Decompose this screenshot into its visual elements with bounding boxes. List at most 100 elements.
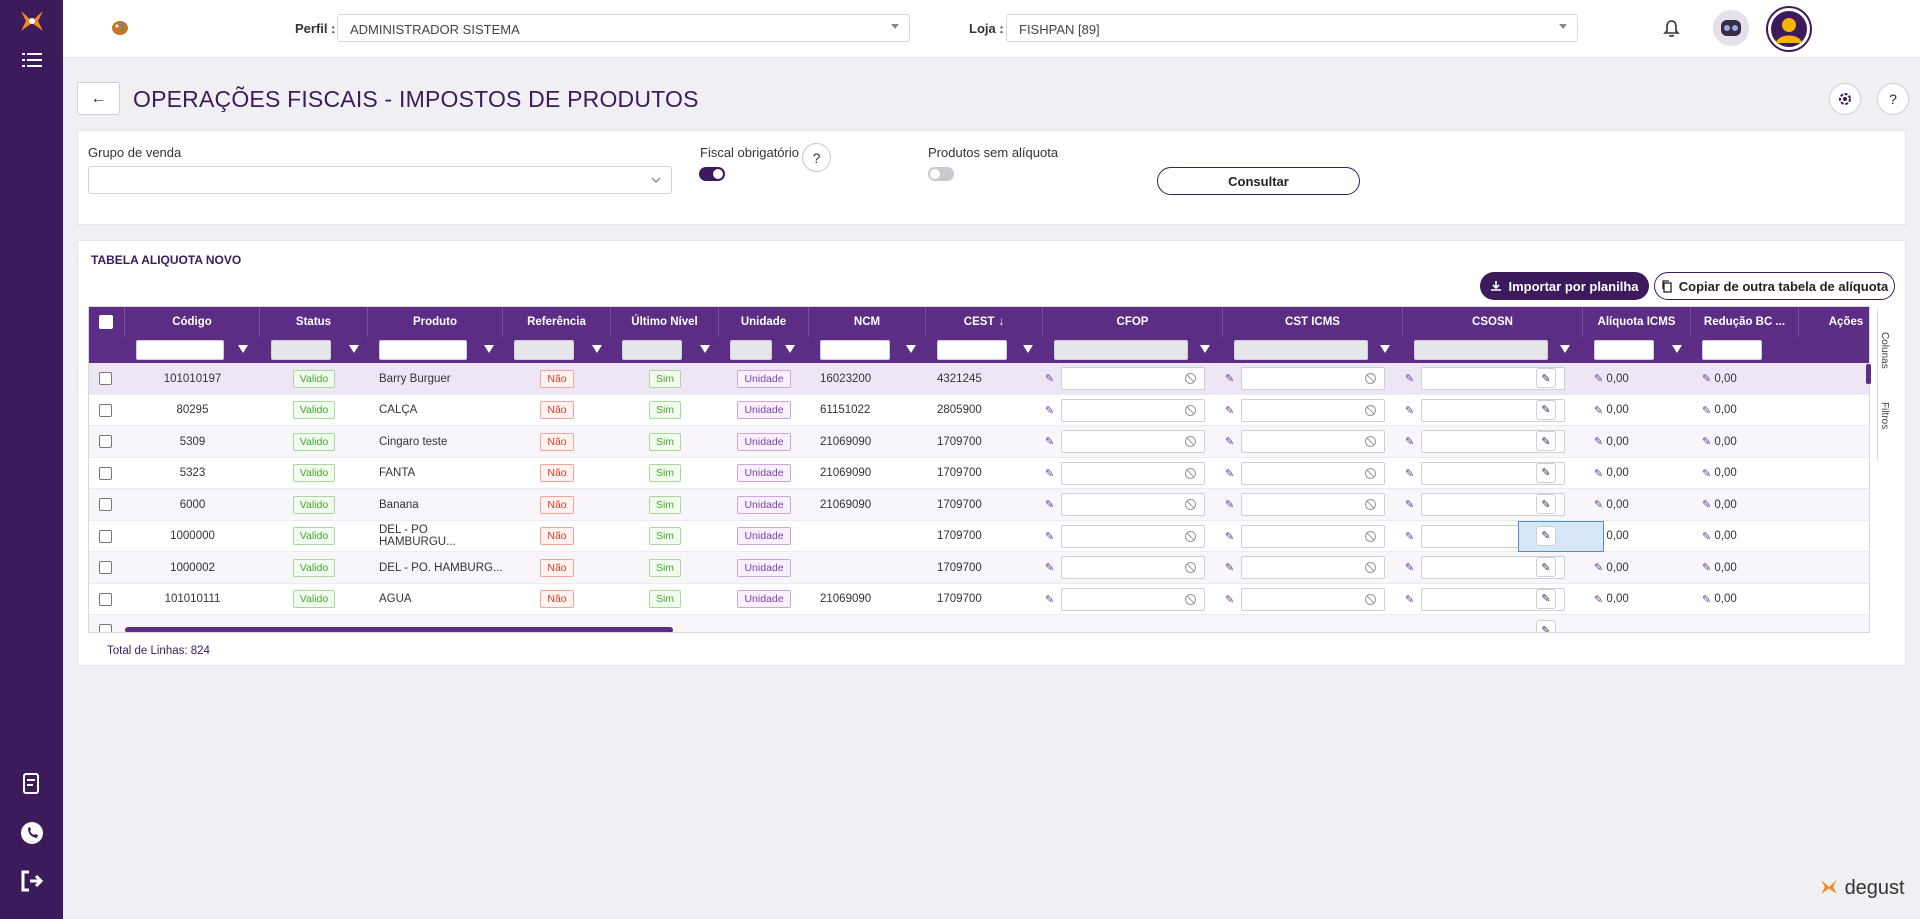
cfop-select[interactable] xyxy=(1061,367,1205,390)
row-checkbox[interactable] xyxy=(99,498,112,511)
filter-unidade-input[interactable] xyxy=(730,340,772,360)
col-ultimo-nivel[interactable]: Último Nível xyxy=(611,307,719,337)
edit-csosn-icon[interactable]: ✎ xyxy=(1405,467,1415,480)
clear-icon[interactable] xyxy=(1185,562,1196,573)
settings-button[interactable] xyxy=(1829,83,1861,115)
cst-icms-select[interactable] xyxy=(1241,367,1385,390)
cst-icms-select[interactable] xyxy=(1241,524,1385,548)
user-avatar[interactable] xyxy=(1768,8,1810,50)
back-button[interactable]: ← xyxy=(77,82,120,115)
col-cest[interactable]: CEST ↓ xyxy=(926,307,1043,337)
col-reducao-bc[interactable]: Redução BC ... xyxy=(1691,307,1799,337)
row-edit-button[interactable]: ✎ xyxy=(1536,494,1556,514)
columns-tab[interactable]: Colunas xyxy=(1879,332,1890,369)
cfop-select[interactable] xyxy=(1061,461,1205,485)
table-row[interactable]: 1000002 Valido DEL - PO. HAMBURG... Não Sim U… xyxy=(89,552,1869,584)
filter-csosn-input[interactable] xyxy=(1414,340,1548,360)
filter-funnel-icon[interactable] xyxy=(1672,345,1682,353)
edit-cst-icms-icon[interactable]: ✎ xyxy=(1225,499,1235,511)
copy-table-button[interactable]: Copiar de outra tabela de alíquota xyxy=(1654,272,1895,300)
col-referencia[interactable]: Referência xyxy=(503,307,611,337)
edit-cst-icms-icon[interactable]: ✎ xyxy=(1225,530,1235,543)
row-checkbox[interactable] xyxy=(99,592,112,606)
col-aliquota-icms[interactable]: Alíquota ICMS xyxy=(1583,307,1691,337)
robot-avatar[interactable] xyxy=(1713,10,1749,46)
edit-cst-icms-icon[interactable]: ✎ xyxy=(1225,467,1235,480)
edit-reducao-icon[interactable]: ✎ xyxy=(1702,530,1712,543)
table-row[interactable]: 101010111 Valido AGUA Não Sim Unidade 21069090… xyxy=(89,583,1869,615)
edit-cfop-icon[interactable]: ✎ xyxy=(1045,530,1055,543)
filter-funnel-icon[interactable] xyxy=(1380,345,1390,353)
edit-cfop-icon[interactable]: ✎ xyxy=(1045,593,1055,606)
edit-cst-icms-icon[interactable]: ✎ xyxy=(1225,593,1235,606)
clear-icon[interactable] xyxy=(1185,530,1196,542)
filter-funnel-icon[interactable] xyxy=(906,345,916,353)
app-logo-icon[interactable] xyxy=(0,6,63,36)
clear-icon[interactable] xyxy=(1365,467,1376,479)
filter-funnel-icon[interactable] xyxy=(1200,345,1210,353)
cfop-select[interactable] xyxy=(1061,493,1205,516)
edit-csosn-icon[interactable]: ✎ xyxy=(1405,530,1415,543)
edit-reducao-icon[interactable]: ✎ xyxy=(1702,467,1712,480)
table-row[interactable]: 1000000 Valido DEL - PO HAMBURGU... Não Sim U… xyxy=(89,520,1869,552)
clear-icon[interactable] xyxy=(1365,499,1376,510)
edit-aliquota-icon[interactable]: ✎ xyxy=(1594,562,1604,574)
cst-icms-select[interactable] xyxy=(1241,461,1385,485)
clear-icon[interactable] xyxy=(1185,499,1196,510)
edit-aliquota-icon[interactable]: ✎ xyxy=(1594,436,1604,448)
clear-icon[interactable] xyxy=(1185,436,1196,447)
filter-funnel-icon[interactable] xyxy=(785,345,795,353)
table-row[interactable]: 101010197 Valido Barry Burguer Não Sim Unidad… xyxy=(89,363,1869,395)
clear-icon[interactable] xyxy=(1365,593,1376,605)
cfop-select[interactable] xyxy=(1061,398,1205,422)
horizontal-scrollbar[interactable] xyxy=(125,627,673,632)
filter-ncm-input[interactable] xyxy=(820,340,890,360)
row-checkbox[interactable] xyxy=(99,529,112,543)
row-checkbox[interactable] xyxy=(99,561,112,574)
filter-funnel-icon[interactable] xyxy=(1560,345,1570,353)
edit-aliquota-icon[interactable]: ✎ xyxy=(1594,593,1604,606)
col-status[interactable]: Status xyxy=(260,307,368,337)
filter-funnel-icon[interactable] xyxy=(1023,345,1033,353)
logout-icon[interactable] xyxy=(0,866,63,896)
edit-csosn-icon[interactable]: ✎ xyxy=(1405,436,1415,448)
cst-icms-select[interactable] xyxy=(1241,430,1385,453)
fiscal-help-button[interactable]: ? xyxy=(802,143,831,172)
filter-reducao-input[interactable] xyxy=(1702,340,1762,360)
filter-cest-input[interactable] xyxy=(937,340,1007,360)
filter-funnel-icon[interactable] xyxy=(349,345,359,353)
vertical-scrollbar[interactable] xyxy=(1866,364,1871,384)
table-row[interactable]: 80295 Valido CALÇA Não Sim Unidade 61151022 280… xyxy=(89,394,1869,426)
bell-icon[interactable] xyxy=(1663,19,1680,43)
cst-icms-select[interactable] xyxy=(1241,556,1385,579)
table-row[interactable]: 5309 Valido Cingaro teste Não Sim Unidade 2106… xyxy=(89,426,1869,458)
edit-cfop-icon[interactable]: ✎ xyxy=(1045,373,1055,385)
edit-reducao-icon[interactable]: ✎ xyxy=(1702,373,1712,385)
col-ncm[interactable]: NCM xyxy=(809,307,926,337)
consultar-button[interactable]: Consultar xyxy=(1157,167,1360,195)
clear-icon[interactable] xyxy=(1185,467,1196,479)
table-row[interactable]: 5323 Valido FANTA Não Sim Unidade 21069090 1709… xyxy=(89,457,1869,489)
edit-cfop-icon[interactable]: ✎ xyxy=(1045,404,1055,417)
edit-aliquota-icon[interactable]: ✎ xyxy=(1594,373,1604,385)
row-edit-button[interactable]: ✎ xyxy=(1536,399,1556,420)
select-all-checkbox[interactable] xyxy=(99,315,113,329)
edit-csosn-icon[interactable]: ✎ xyxy=(1405,499,1415,511)
row-edit-button[interactable]: ✎ xyxy=(1536,557,1556,577)
col-csosn[interactable]: CSOSN xyxy=(1403,307,1583,337)
filter-funnel-icon[interactable] xyxy=(238,345,248,353)
edit-csosn-icon[interactable]: ✎ xyxy=(1405,373,1415,385)
row-edit-button[interactable]: ✎ xyxy=(1536,525,1556,546)
row-checkbox[interactable] xyxy=(99,372,112,385)
filter-funnel-icon[interactable] xyxy=(592,345,602,353)
cst-icms-select[interactable] xyxy=(1241,493,1385,516)
edit-aliquota-icon[interactable]: ✎ xyxy=(1594,467,1604,480)
cst-icms-select[interactable] xyxy=(1241,587,1385,611)
filter-funnel-icon[interactable] xyxy=(700,345,710,353)
clear-icon[interactable] xyxy=(1185,593,1196,605)
edit-aliquota-icon[interactable]: ✎ xyxy=(1594,499,1604,511)
filter-aliquota-input[interactable] xyxy=(1594,340,1654,360)
col-unidade[interactable]: Unidade xyxy=(719,307,809,337)
row-checkbox[interactable] xyxy=(99,466,112,480)
clear-icon[interactable] xyxy=(1365,373,1376,384)
